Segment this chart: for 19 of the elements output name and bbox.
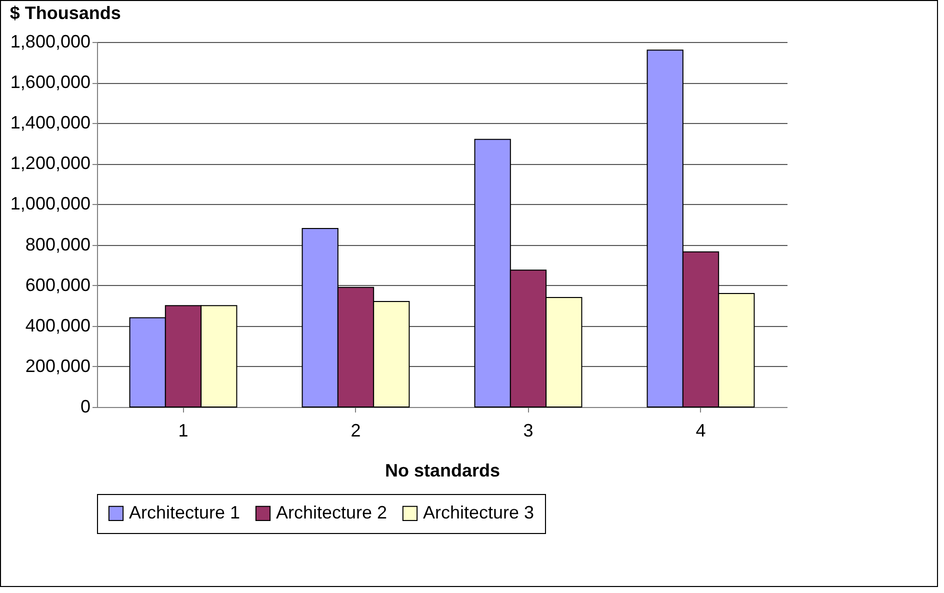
y-tick-label: 1,000,000 [10,194,90,214]
y-tick-label: 1,800,000 [10,32,90,52]
y-tick-label: 400,000 [25,315,90,336]
legend-label: Architecture 3 [423,502,534,522]
y-tick-label: 800,000 [25,234,90,254]
y-tick-label: 1,400,000 [10,112,90,133]
legend-label: Architecture 1 [129,502,240,522]
y-tick-label: 1,200,000 [10,153,90,174]
y-tick-label: 1,600,000 [10,72,90,92]
x-tick-label: 2 [350,420,361,440]
y-tick-label: 0 [80,396,90,416]
legend-label: Architecture 2 [276,502,388,522]
x-axis-title: No standards [384,460,500,480]
x-tick-label: 4 [696,420,706,440]
x-tick-label: 3 [523,420,534,440]
y-tick-label: 200,000 [25,356,90,376]
x-tick-label: 1 [178,420,188,440]
chart-title: $ Thousands [10,3,121,23]
y-tick-label: 600,000 [25,274,90,295]
